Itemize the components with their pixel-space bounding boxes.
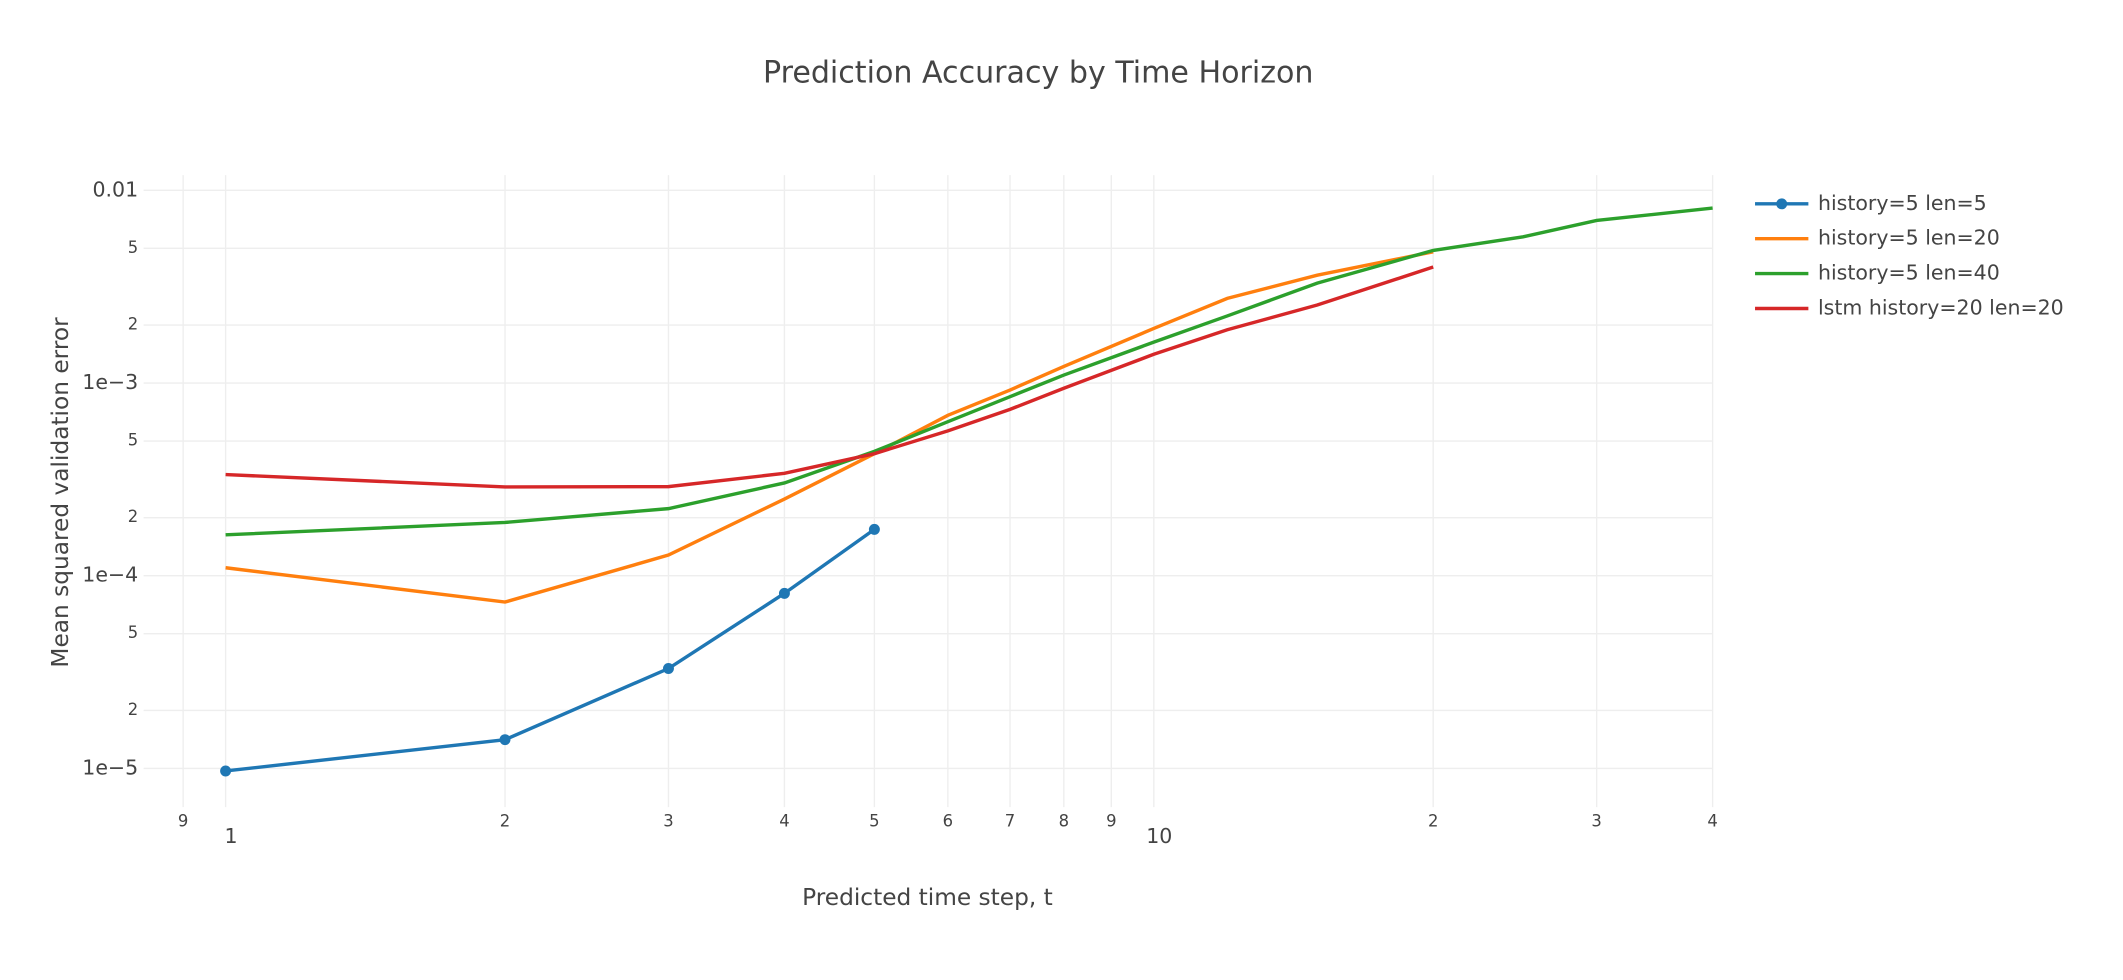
y-tick-label: 2 — [128, 700, 138, 719]
x-tick-label: 2 — [500, 812, 510, 831]
x-tick-label: 5 — [869, 812, 879, 831]
x-tick-label: 4 — [1707, 812, 1717, 831]
x-tick-label: 7 — [1005, 812, 1015, 831]
marker — [662, 663, 674, 674]
y-tick-label: 1e−5 — [82, 755, 138, 779]
x-tick-label: 9 — [1106, 812, 1116, 831]
legend-marker — [1776, 198, 1788, 210]
legend-label: history=5 len=5 — [1818, 191, 1987, 215]
grid — [143, 175, 1714, 808]
x-tick-label: 1 — [225, 824, 238, 848]
line — [225, 527, 876, 773]
marker — [868, 523, 880, 535]
line — [225, 265, 1434, 489]
y-tick-label: 2 — [128, 507, 138, 526]
marker — [499, 734, 511, 746]
x-tick-label: 4 — [779, 812, 789, 831]
y-tick-label: 5 — [128, 431, 138, 450]
line — [225, 250, 1434, 604]
y-tick-label: 5 — [128, 238, 138, 257]
y-tick-label: 1e−3 — [82, 370, 138, 394]
x-tick-label: 3 — [1591, 812, 1601, 831]
x-tick-label: 9 — [178, 812, 188, 831]
chart-title: Prediction Accuracy by Time Horizon — [763, 55, 1313, 90]
x-tick-label: 10 — [1146, 824, 1172, 848]
marker — [220, 765, 232, 777]
x-tick-label: 8 — [1059, 812, 1069, 831]
x-tick-label: 6 — [943, 812, 953, 831]
legend-label: history=5 len=40 — [1818, 261, 2000, 285]
x-tick-label: 3 — [663, 812, 673, 831]
legend-label: history=5 len=20 — [1818, 226, 2000, 250]
y-tick-label: 5 — [128, 623, 138, 642]
x-tick-label: 2 — [1428, 812, 1438, 831]
y-tick-label: 0.01 — [93, 177, 139, 201]
marker — [778, 587, 790, 599]
line — [225, 206, 1713, 537]
y-tick-label: 2 — [128, 315, 138, 334]
legend-label: lstm history=20 len=20 — [1818, 295, 2064, 319]
x-axis-title: Predicted time step, t — [802, 884, 1053, 911]
y-axis-title: Mean squared validation error — [47, 317, 74, 668]
y-tick-label: 1e−4 — [82, 563, 138, 587]
